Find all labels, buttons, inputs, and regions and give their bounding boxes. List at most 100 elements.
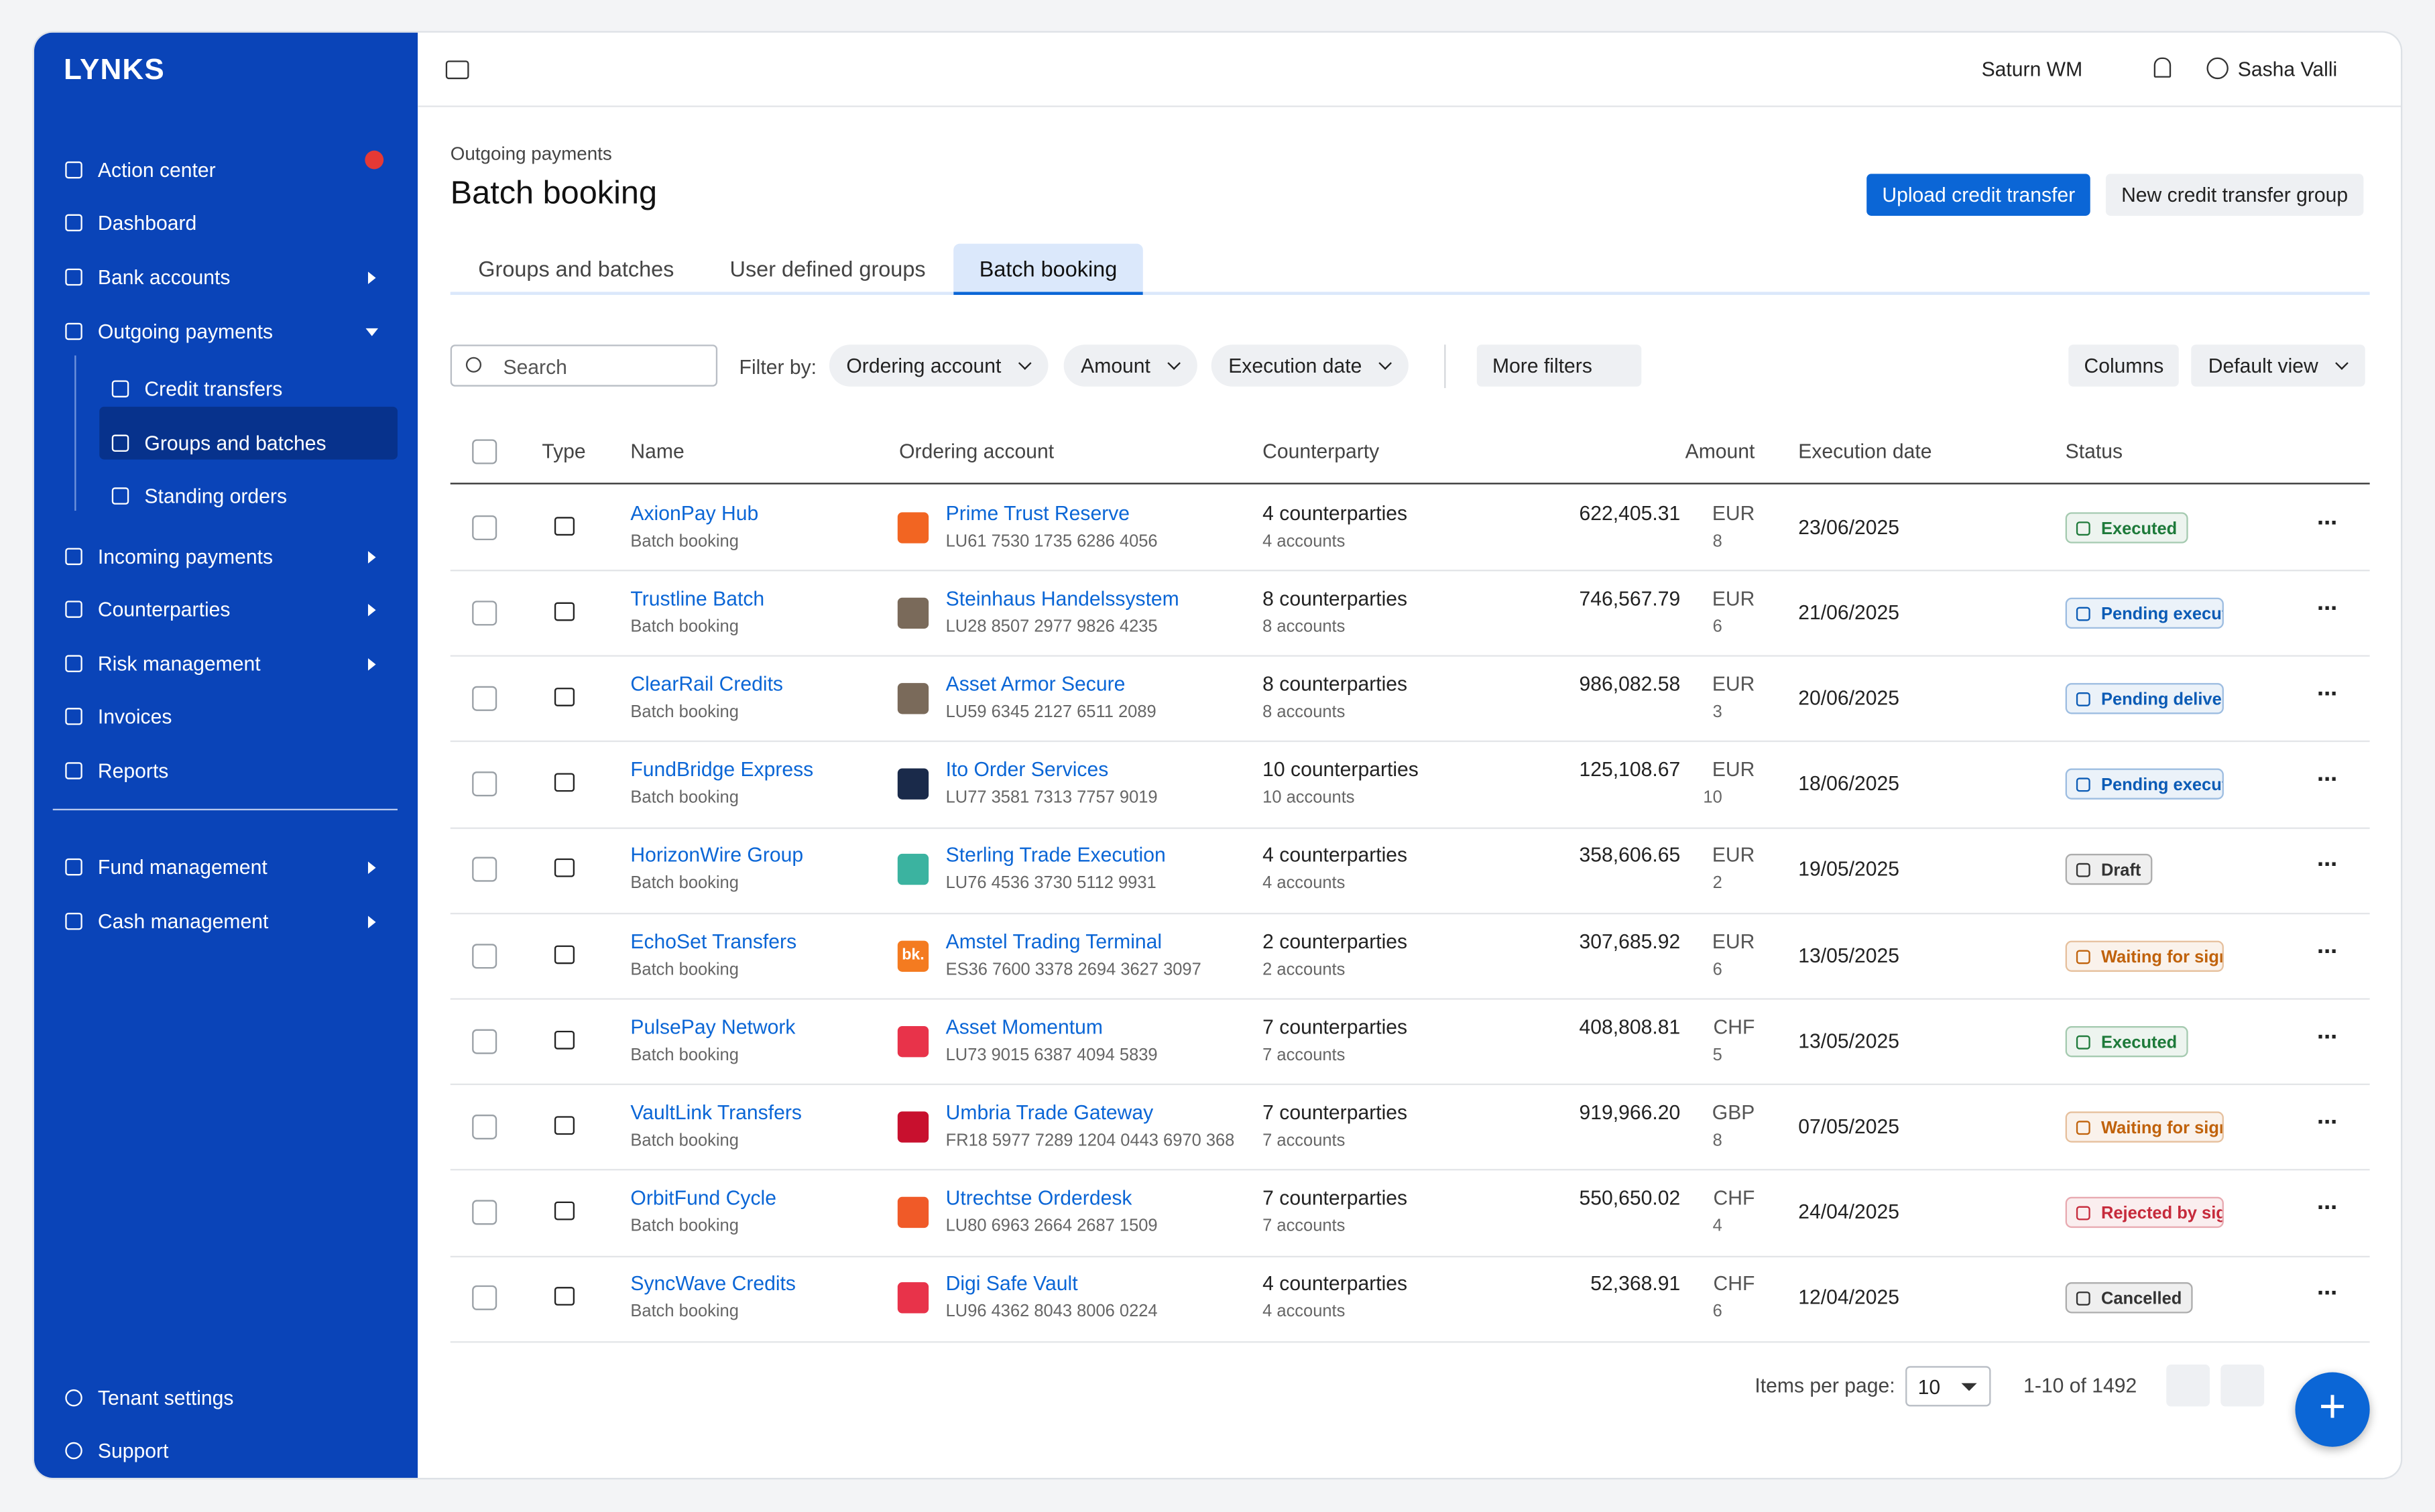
row-menu[interactable]: ···: [2316, 1281, 2338, 1308]
row-checkbox[interactable]: [472, 515, 497, 540]
row-menu[interactable]: ···: [2316, 1024, 2338, 1051]
filter-chip[interactable]: Execution date: [1211, 344, 1409, 387]
nav-item[interactable]: Counterparties: [97, 597, 231, 621]
filter-chip[interactable]: Ordering account: [829, 344, 1048, 387]
execution-date: 20/06/2025: [1798, 686, 1900, 710]
nav-item[interactable]: Fund management: [97, 855, 268, 879]
nav-item[interactable]: Action center: [97, 158, 216, 182]
nav-item[interactable]: Cash management: [97, 909, 269, 934]
row-menu[interactable]: ···: [2316, 767, 2338, 794]
row-menu[interactable]: ···: [2316, 853, 2338, 879]
table-row[interactable]: [450, 1170, 2370, 1257]
accounts: 4 accounts: [1262, 531, 1346, 551]
status-badge: Executed: [2065, 1025, 2188, 1057]
nav-item[interactable]: Outgoing payments: [97, 320, 274, 343]
account-name[interactable]: Prime Trust Reserve: [945, 501, 1130, 524]
batch-name[interactable]: VaultLink Transfers: [630, 1100, 802, 1124]
nav-item[interactable]: Reports: [97, 759, 169, 783]
row-checkbox[interactable]: [472, 1200, 497, 1225]
nav-subitem[interactable]: Groups and batches: [144, 431, 326, 455]
row-menu[interactable]: ···: [2316, 1195, 2338, 1222]
select-all[interactable]: [472, 439, 497, 464]
table-row[interactable]: [450, 999, 2370, 1086]
row-checkbox[interactable]: [472, 857, 497, 883]
account-name[interactable]: Umbria Trade Gateway: [945, 1100, 1154, 1124]
user[interactable]: Sasha Valli: [2237, 57, 2338, 81]
row-menu[interactable]: ···: [2316, 595, 2338, 623]
status-icon: [2076, 777, 2090, 792]
account-name[interactable]: Sterling Trade Execution: [945, 843, 1166, 867]
row-menu[interactable]: ···: [2316, 1110, 2338, 1137]
account-name[interactable]: Utrechtse Orderdesk: [945, 1186, 1132, 1210]
view-select[interactable]: Default view: [2191, 344, 2365, 387]
account-name[interactable]: Ito Order Services: [945, 757, 1109, 781]
table-row[interactable]: [450, 913, 2370, 1000]
amount: 550,650.02: [1579, 1186, 1681, 1210]
more-filters[interactable]: More filters: [1476, 344, 1643, 387]
page-range: 1-10 of 1492: [2023, 1373, 2137, 1397]
nav-item[interactable]: Invoices: [97, 704, 172, 729]
batch-type: Batch booking: [630, 1131, 739, 1151]
row-checkbox[interactable]: [472, 1285, 497, 1311]
fab-add[interactable]: +: [2295, 1372, 2370, 1447]
batch-name[interactable]: PulsePay Network: [630, 1015, 796, 1039]
row-menu[interactable]: ···: [2316, 938, 2338, 965]
row-checkbox[interactable]: [472, 943, 497, 968]
notifications[interactable]: [2153, 57, 2172, 78]
columns-button[interactable]: Columns: [2068, 344, 2180, 387]
batch-name[interactable]: SyncWave Credits: [630, 1271, 796, 1296]
filter-chip[interactable]: Amount: [1063, 344, 1197, 387]
account-name[interactable]: Asset Armor Secure: [945, 672, 1126, 696]
nav-subitem[interactable]: Standing orders: [144, 484, 288, 508]
batch-name[interactable]: EchoSet Transfers: [630, 929, 797, 953]
batch-name[interactable]: AxionPay Hub: [630, 501, 759, 524]
row-checkbox[interactable]: [472, 1115, 497, 1140]
nav-item[interactable]: Tenant settings: [97, 1386, 234, 1410]
search-box[interactable]: Search: [450, 344, 718, 387]
tab[interactable]: Batch booking: [953, 243, 1143, 296]
execution-date: 07/05/2025: [1798, 1115, 1900, 1138]
nav-item[interactable]: Incoming payments: [97, 544, 274, 568]
tab[interactable]: Groups and batches: [478, 256, 674, 281]
upload-button[interactable]: Upload credit transfer: [1866, 174, 2091, 216]
counterparties: 2 counterparties: [1262, 929, 1408, 953]
table-row[interactable]: [450, 655, 2370, 743]
nav-item[interactable]: Risk management: [97, 651, 261, 676]
account-name[interactable]: Digi Safe Vault: [945, 1271, 1078, 1296]
status-badge: Waiting for signature: [2065, 1111, 2224, 1143]
table-row[interactable]: [450, 485, 2370, 572]
batch-name[interactable]: ClearRail Credits: [630, 672, 783, 696]
account-name[interactable]: Amstel Trading Terminal: [945, 929, 1163, 953]
new-group-button[interactable]: New credit transfer group: [2105, 174, 2364, 216]
per-page-select[interactable]: 10: [1905, 1366, 1991, 1407]
nav-item[interactable]: Dashboard: [97, 211, 197, 235]
row-menu[interactable]: ···: [2316, 681, 2338, 708]
table-row[interactable]: [450, 1255, 2370, 1343]
nav-subitem[interactable]: Credit transfers: [144, 377, 283, 401]
table-row[interactable]: [450, 1084, 2370, 1172]
prev-page[interactable]: [2220, 1364, 2265, 1407]
batch-name[interactable]: OrbitFund Cycle: [630, 1186, 776, 1210]
account-name[interactable]: Asset Momentum: [945, 1015, 1103, 1039]
amount: 746,567.79: [1579, 586, 1681, 610]
row-menu[interactable]: ···: [2316, 510, 2338, 537]
first-page[interactable]: [2166, 1364, 2210, 1407]
batch-name[interactable]: HorizonWire Group: [630, 843, 804, 867]
nav-item[interactable]: Bank accounts: [97, 265, 231, 289]
row-checkbox[interactable]: [472, 600, 497, 625]
nav-item[interactable]: Support: [97, 1439, 169, 1462]
table-row[interactable]: [450, 741, 2370, 828]
breadcrumb[interactable]: Outgoing payments: [450, 143, 612, 165]
batch-name[interactable]: FundBridge Express: [630, 757, 814, 781]
row-checkbox[interactable]: [472, 771, 497, 797]
row-checkbox[interactable]: [472, 686, 497, 711]
organization[interactable]: Saturn WM: [1981, 57, 2083, 81]
account-name[interactable]: Steinhaus Handelssystem: [945, 586, 1179, 610]
batch-name[interactable]: Trustline Batch: [630, 586, 765, 610]
toggle-sidebar[interactable]: [445, 60, 469, 80]
table-row[interactable]: [450, 570, 2370, 657]
table-row[interactable]: [450, 827, 2370, 914]
row-checkbox[interactable]: [472, 1029, 497, 1054]
tab[interactable]: User defined groups: [729, 256, 926, 281]
